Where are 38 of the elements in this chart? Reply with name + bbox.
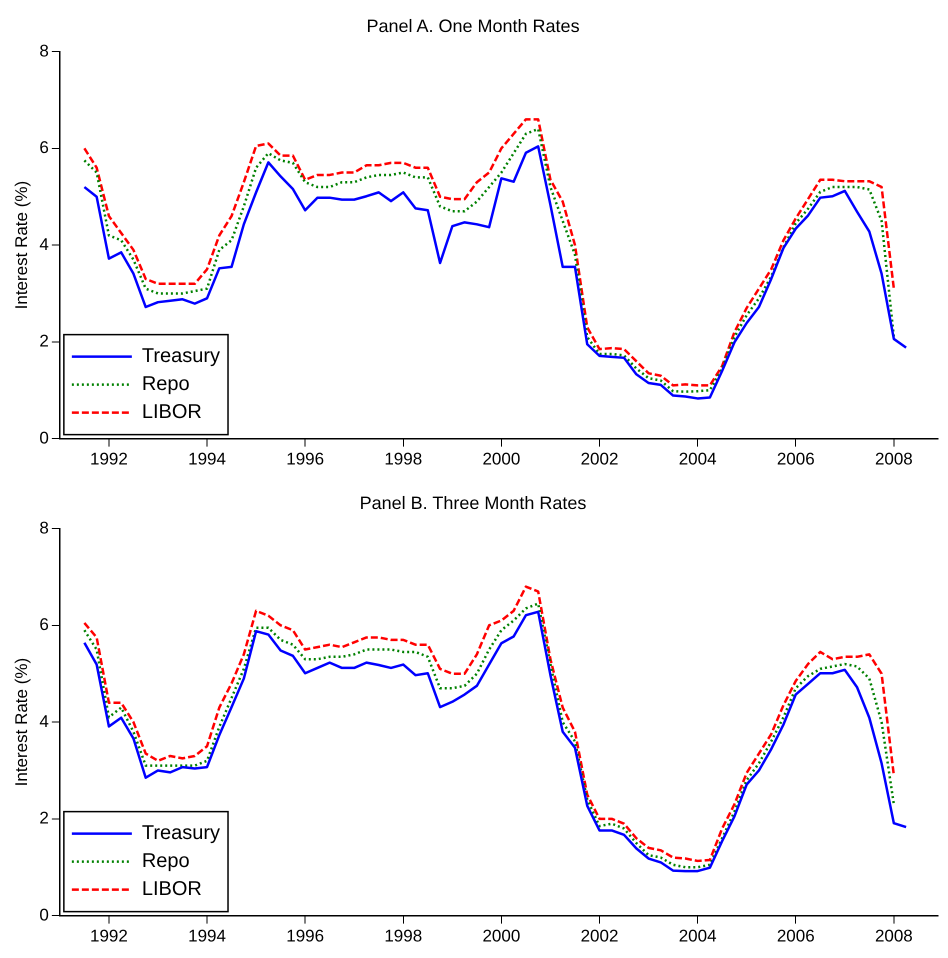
chart-title: Panel B. Three Month Rates	[360, 492, 586, 513]
y-tick-label: 2	[39, 332, 49, 351]
x-tick-label: 2004	[678, 449, 717, 468]
legend-label: Repo	[142, 850, 190, 872]
x-tick-label: 1998	[384, 449, 422, 468]
y-axis-title: Interest Rate (%)	[12, 180, 31, 310]
x-tick-label: 1996	[286, 926, 324, 946]
x-tick-label: 2008	[874, 926, 913, 946]
y-tick-label: 4	[39, 712, 49, 731]
x-tick-label: 1994	[188, 449, 226, 468]
x-tick-label: 1996	[286, 449, 324, 468]
x-tick-label: 2008	[874, 449, 913, 468]
x-tick-label: 1998	[384, 926, 422, 946]
y-tick-label: 4	[39, 234, 49, 254]
x-tick-label: 2004	[678, 926, 717, 946]
x-tick-label: 2000	[482, 926, 520, 946]
legend-label: Treasury	[142, 345, 220, 368]
legend-label: Repo	[142, 373, 190, 396]
legend-label: LIBOR	[142, 878, 202, 900]
chart-title: Panel A. One Month Rates	[366, 16, 580, 36]
x-tick-label: 1994	[188, 926, 226, 946]
x-tick-label: 1992	[90, 926, 128, 946]
y-tick-label: 8	[39, 518, 49, 538]
x-tick-label: 2002	[580, 449, 618, 468]
y-tick-label: 6	[39, 138, 49, 158]
y-tick-label: 2	[39, 808, 49, 828]
legend-label: Treasury	[142, 822, 220, 844]
x-tick-label: 1992	[90, 449, 128, 468]
y-tick-label: 0	[39, 428, 49, 448]
y-tick-label: 6	[39, 615, 49, 634]
x-tick-label: 2006	[776, 449, 815, 468]
y-tick-label: 8	[39, 41, 49, 60]
y-axis-title: Interest Rate (%)	[12, 658, 31, 786]
y-tick-label: 0	[39, 905, 49, 924]
x-tick-label: 2006	[776, 926, 815, 946]
x-tick-label: 2002	[580, 926, 618, 946]
legend-label: LIBOR	[142, 401, 202, 424]
x-tick-label: 2000	[482, 449, 520, 468]
